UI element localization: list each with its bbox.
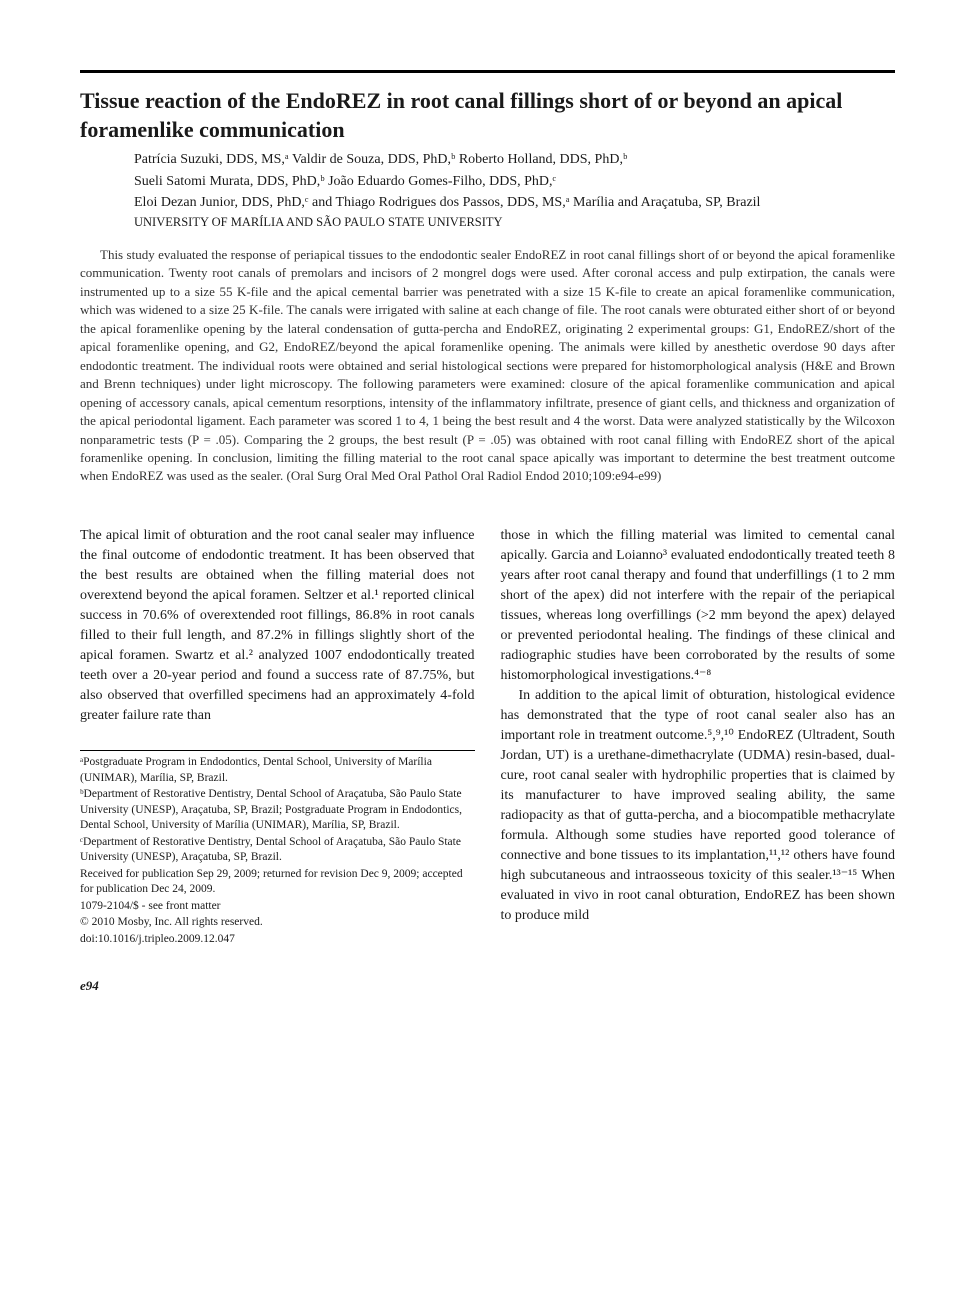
footnote-doi: doi:10.1016/j.tripleo.2009.12.047 [80,932,475,948]
footnote-received: Received for publication Sep 29, 2009; r… [80,867,475,898]
footnote-a: ᵃPostgraduate Program in Endodontics, De… [80,755,475,786]
page-number: e94 [80,978,895,994]
footnote-b: ᵇDepartment of Restorative Dentistry, De… [80,787,475,834]
title-block: Tissue reaction of the EndoREZ in root c… [80,70,895,230]
left-paragraph-1: The apical limit of obturation and the r… [80,526,475,726]
abstract-text: This study evaluated the response of per… [80,247,895,483]
left-column: The apical limit of obturation and the r… [80,526,475,948]
authors-line-3: Eloi Dezan Junior, DDS, PhD,ᶜ and Thiago… [134,193,895,213]
right-column: those in which the filling material was … [501,526,896,948]
footnote-copyright: © 2010 Mosby, Inc. All rights reserved. [80,915,475,931]
article-title: Tissue reaction of the EndoREZ in root c… [80,87,895,144]
right-paragraph-2: In addition to the apical limit of obtur… [501,686,896,926]
abstract: This study evaluated the response of per… [80,246,895,486]
authors-line-2: Sueli Satomi Murata, DDS, PhD,ᵇ João Edu… [134,172,895,192]
body-columns: The apical limit of obturation and the r… [80,526,895,948]
university-affiliation: UNIVERSITY OF MARÍLIA AND SÃO PAULO STAT… [134,215,895,230]
right-paragraph-1: those in which the filling material was … [501,526,896,686]
footnotes: ᵃPostgraduate Program in Endodontics, De… [80,750,475,947]
authors-line-1: Patrícia Suzuki, DDS, MS,ᵃ Valdir de Sou… [134,150,895,170]
footnote-issn: 1079-2104/$ - see front matter [80,899,475,915]
footnote-c: ᶜDepartment of Restorative Dentistry, De… [80,835,475,866]
